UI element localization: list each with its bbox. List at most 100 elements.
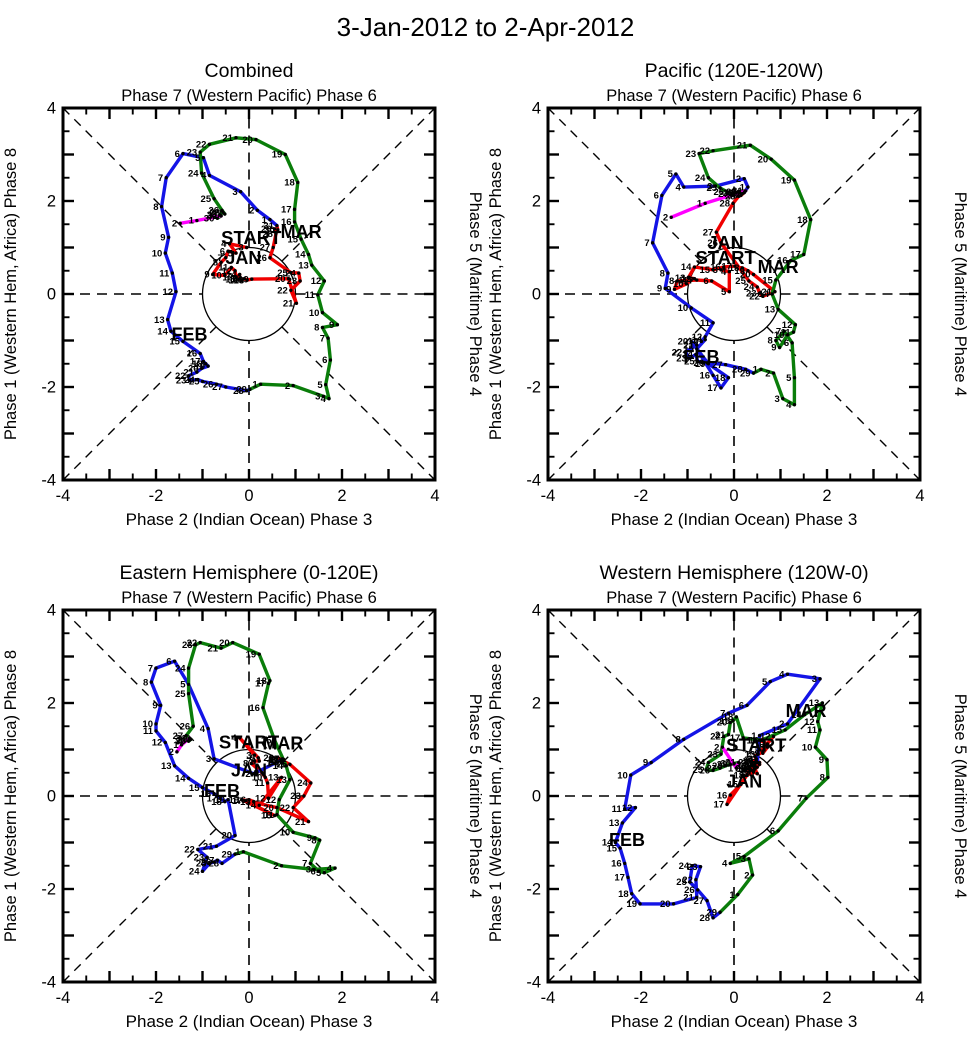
svg-text:25: 25 — [276, 760, 287, 771]
svg-text:29: 29 — [177, 734, 188, 745]
svg-text:12: 12 — [622, 803, 633, 814]
svg-text:0: 0 — [729, 989, 738, 1007]
svg-text:17: 17 — [190, 357, 201, 368]
panel-grid: -4 -4 -2 -2 0 0 2 2 4 4 3 4 5 6 7 8 9 10 11 12 13 14 15 16 17 18 1… — [0, 56, 971, 1060]
series-jan-day-markers: 3456789101112131415161718192021222324252… — [228, 733, 313, 828]
svg-text:4: 4 — [327, 863, 333, 874]
svg-text:16: 16 — [228, 275, 239, 286]
svg-text:10: 10 — [617, 770, 628, 781]
svg-text:5: 5 — [721, 287, 727, 298]
svg-text:16: 16 — [710, 262, 721, 273]
svg-text:16: 16 — [748, 735, 759, 746]
svg-text:3: 3 — [748, 754, 753, 765]
svg-text:20: 20 — [219, 638, 230, 649]
svg-text:4: 4 — [532, 602, 541, 620]
svg-text:19: 19 — [246, 649, 257, 660]
svg-text:15: 15 — [727, 780, 738, 791]
svg-text:14: 14 — [175, 774, 186, 785]
svg-text:-2: -2 — [41, 379, 56, 397]
svg-text:22: 22 — [739, 761, 750, 772]
grid-guides — [63, 108, 435, 480]
svg-text:25: 25 — [277, 268, 288, 279]
month-label-feb: FEB — [204, 781, 240, 801]
svg-text:22: 22 — [749, 292, 760, 303]
svg-text:3: 3 — [238, 243, 243, 254]
svg-text:21: 21 — [761, 287, 772, 298]
svg-text:13: 13 — [688, 337, 699, 348]
svg-text:3: 3 — [246, 750, 251, 761]
svg-text:19: 19 — [238, 274, 249, 285]
svg-text:24: 24 — [679, 861, 690, 872]
svg-text:7: 7 — [720, 708, 725, 719]
svg-text:17: 17 — [255, 679, 266, 690]
svg-text:21: 21 — [741, 764, 752, 775]
svg-text:2: 2 — [337, 989, 346, 1007]
svg-text:15: 15 — [699, 265, 710, 276]
svg-text:27: 27 — [260, 243, 271, 254]
svg-text:15: 15 — [683, 344, 694, 355]
svg-text:2: 2 — [249, 206, 254, 217]
svg-text:19: 19 — [272, 150, 283, 161]
svg-text:4: 4 — [430, 487, 439, 505]
svg-text:4: 4 — [915, 989, 924, 1007]
svg-text:27: 27 — [703, 227, 714, 238]
svg-text:3: 3 — [232, 187, 237, 198]
svg-text:25: 25 — [175, 689, 186, 700]
svg-text:9: 9 — [643, 758, 648, 769]
svg-text:2: 2 — [744, 870, 749, 881]
svg-text:14: 14 — [791, 710, 802, 721]
svg-text:4: 4 — [221, 239, 227, 250]
svg-text:29: 29 — [725, 192, 736, 203]
svg-text:10: 10 — [673, 279, 684, 290]
axis-label-right: Phase 5 (Maritime) Phase 4 — [466, 694, 484, 899]
svg-text:5: 5 — [250, 753, 256, 764]
svg-text:-2: -2 — [149, 989, 164, 1007]
svg-text:-2: -2 — [41, 881, 56, 899]
svg-text:-4: -4 — [41, 472, 56, 490]
svg-text:10: 10 — [754, 739, 765, 750]
panel-eastern-hemisphere: -4-4-2-200224434567891011121314151617181… — [0, 558, 485, 1060]
svg-text:7: 7 — [320, 333, 325, 344]
svg-text:-4: -4 — [541, 487, 556, 505]
svg-text:12: 12 — [681, 274, 692, 285]
svg-text:13: 13 — [276, 775, 287, 786]
svg-text:-4: -4 — [56, 989, 71, 1007]
svg-text:12: 12 — [255, 794, 266, 805]
svg-text:11: 11 — [807, 725, 818, 736]
svg-text:29: 29 — [207, 210, 218, 221]
svg-text:16: 16 — [281, 217, 292, 228]
svg-text:15: 15 — [261, 735, 272, 746]
svg-text:13: 13 — [298, 260, 309, 271]
month-label-jan: JAN — [231, 760, 267, 780]
svg-text:2: 2 — [532, 193, 541, 211]
svg-text:29: 29 — [236, 385, 247, 396]
svg-text:3: 3 — [741, 854, 746, 865]
svg-text:8: 8 — [153, 202, 158, 213]
svg-text:28: 28 — [268, 756, 279, 767]
svg-text:25: 25 — [693, 765, 704, 776]
svg-text:10: 10 — [802, 742, 813, 753]
svg-text:4: 4 — [47, 100, 56, 118]
svg-text:8: 8 — [314, 323, 319, 334]
panel-western-hemisphere-plot: -4-4-2-200224434567891011121314151617181… — [487, 562, 969, 1031]
svg-text:-4: -4 — [526, 472, 541, 490]
svg-text:5: 5 — [180, 680, 186, 691]
svg-text:28: 28 — [743, 756, 754, 767]
plot-frame — [61, 106, 437, 482]
svg-text:25: 25 — [684, 357, 695, 368]
svg-text:12: 12 — [152, 738, 163, 749]
svg-text:9: 9 — [329, 320, 334, 331]
svg-text:1: 1 — [697, 199, 703, 210]
svg-text:2: 2 — [663, 212, 668, 223]
svg-text:-2: -2 — [526, 881, 541, 899]
svg-text:27: 27 — [693, 896, 704, 907]
svg-text:30: 30 — [729, 189, 740, 200]
svg-text:11: 11 — [159, 268, 170, 279]
svg-text:17: 17 — [707, 383, 718, 394]
svg-text:4: 4 — [786, 400, 792, 411]
svg-text:7: 7 — [644, 238, 649, 249]
svg-text:2: 2 — [273, 861, 278, 872]
svg-text:16: 16 — [201, 789, 212, 800]
svg-text:5: 5 — [786, 373, 792, 384]
